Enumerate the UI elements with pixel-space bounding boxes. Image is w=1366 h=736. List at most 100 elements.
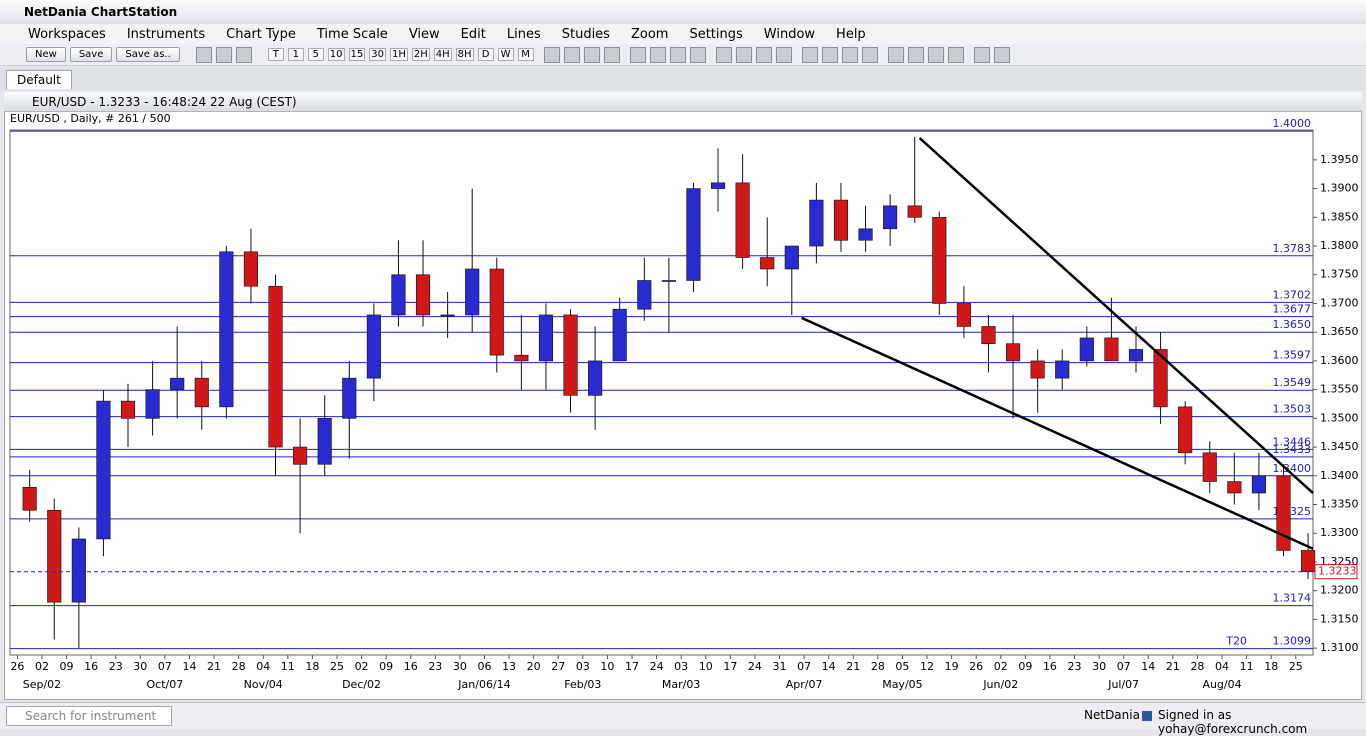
tool-icon[interactable]: [993, 46, 1010, 63]
tool-icon[interactable]: [689, 46, 706, 63]
candle-body: [1006, 343, 1021, 362]
tool-icon[interactable]: [801, 46, 818, 63]
x-tick-label: 04: [1215, 660, 1229, 673]
menu-item[interactable]: Window: [763, 26, 816, 42]
tool-icon[interactable]: [927, 46, 944, 63]
timeframe-button[interactable]: W: [497, 48, 514, 61]
timeframe-button[interactable]: 8H: [455, 48, 474, 61]
x-tick-label: 02: [994, 660, 1008, 673]
x-tick-label: 26: [969, 660, 983, 673]
candle-body: [735, 182, 750, 258]
timeframe-button[interactable]: 15: [348, 48, 366, 61]
candle-body: [833, 199, 849, 241]
tool-icon[interactable]: [629, 46, 646, 63]
candle-body: [661, 280, 676, 282]
y-tick-label: 1.3300: [1320, 526, 1359, 539]
candle-body: [1153, 349, 1168, 408]
tool-icon[interactable]: [543, 46, 560, 63]
x-tick-label: 18: [1264, 660, 1278, 673]
menu-item[interactable]: Zoom: [630, 26, 669, 42]
timeframe-button[interactable]: 1: [287, 48, 304, 61]
search-box[interactable]: Search for instrument: [6, 706, 172, 726]
level-label: 1.3597: [1273, 349, 1312, 362]
x-tick-label: 16: [84, 660, 98, 673]
tool-icon[interactable]: [649, 46, 666, 63]
tool-icon[interactable]: [841, 46, 858, 63]
timeframe-button[interactable]: D: [477, 48, 494, 61]
x-tick-label: 20: [527, 660, 541, 673]
x-tick-label: 19: [945, 660, 959, 673]
tool-icon[interactable]: [583, 46, 600, 63]
menu-item[interactable]: Time Scale: [316, 26, 388, 42]
menu-item[interactable]: Help: [836, 26, 866, 42]
y-tick-label: 1.3400: [1320, 469, 1359, 482]
tab[interactable]: Default: [6, 70, 72, 89]
month-label: Dec/02: [342, 678, 381, 691]
level-label: 1.3503: [1273, 403, 1312, 416]
timeframe-button[interactable]: 5: [307, 48, 324, 61]
candle-body: [538, 314, 554, 362]
candle-body: [415, 274, 431, 316]
menu-item[interactable]: Instruments: [126, 26, 206, 42]
tool-icon[interactable]: [887, 46, 904, 63]
y-tick-label: 1.3550: [1320, 383, 1359, 396]
month-label: Apr/07: [786, 678, 823, 691]
tool-icon[interactable]: [563, 46, 580, 63]
x-tick-label: 14: [1141, 660, 1155, 673]
x-tick-label: 30: [1092, 660, 1106, 673]
candle-body: [194, 377, 209, 408]
menu-item[interactable]: Workspaces: [28, 26, 106, 42]
y-tick-label: 1.3500: [1320, 411, 1359, 424]
tool-icon[interactable]: [715, 46, 732, 63]
tool-icon[interactable]: [973, 46, 990, 63]
y-tick-label: 1.3650: [1320, 325, 1359, 338]
tool-icon[interactable]: [735, 46, 752, 63]
menu-item[interactable]: View: [408, 26, 440, 42]
x-tick-label: 09: [60, 660, 74, 673]
x-tick-label: 17: [625, 660, 639, 673]
level-label: 1.3433: [1273, 443, 1312, 456]
y-tick-label: 1.3700: [1320, 296, 1359, 309]
toolbar-button[interactable]: New: [26, 47, 66, 62]
x-tick-label: 25: [1289, 660, 1303, 673]
tool-icon[interactable]: [195, 46, 212, 63]
x-tick-label: 07: [158, 660, 172, 673]
x-tick-label: 07: [797, 660, 811, 673]
menu-item[interactable]: Edit: [460, 26, 486, 42]
menu-item[interactable]: Settings: [689, 26, 743, 42]
chart: EUR/USD , Daily, # 261 / 500 1.3100 1.315…: [9, 112, 1359, 691]
timeframe-button[interactable]: 4H: [433, 48, 452, 61]
tool-icon[interactable]: [215, 46, 232, 63]
timeframe-button[interactable]: M: [517, 48, 534, 61]
x-tick-label: 18: [305, 660, 319, 673]
tool-icon[interactable]: [821, 46, 838, 63]
y-tick-label: 1.3850: [1320, 210, 1359, 223]
menu-item[interactable]: Chart Type: [226, 26, 296, 42]
tool-icon[interactable]: [775, 46, 792, 63]
tool-icon[interactable]: [907, 46, 924, 63]
tool-icon[interactable]: [669, 46, 686, 63]
last-price-box: [1314, 564, 1358, 580]
toolbar-button[interactable]: Save: [69, 47, 113, 62]
candle-body: [1104, 337, 1119, 362]
x-tick-label: 28: [1190, 660, 1204, 673]
x-tick-label: 14: [822, 660, 836, 673]
tool-icon[interactable]: [755, 46, 772, 63]
timeframe-button[interactable]: 1H: [389, 48, 408, 61]
x-tick-label: 11: [1240, 660, 1254, 673]
tool-icon[interactable]: [603, 46, 620, 63]
x-tick-label: 09: [1018, 660, 1032, 673]
x-tick-label: 02: [355, 660, 369, 673]
tool-icon[interactable]: [947, 46, 964, 63]
x-tick-label: 09: [379, 660, 393, 673]
timeframe-button[interactable]: 2H: [411, 48, 430, 61]
tool-icon[interactable]: [235, 46, 252, 63]
x-tick-label: 06: [477, 660, 491, 673]
menu-item[interactable]: Studies: [561, 26, 610, 42]
timeframe-button[interactable]: 30: [369, 48, 386, 61]
timeframe-button[interactable]: T: [267, 48, 284, 61]
timeframe-button[interactable]: 10: [327, 48, 345, 61]
tool-icon[interactable]: [861, 46, 878, 63]
menu-item[interactable]: Lines: [506, 26, 541, 42]
toolbar-button[interactable]: Save as..: [116, 47, 180, 62]
